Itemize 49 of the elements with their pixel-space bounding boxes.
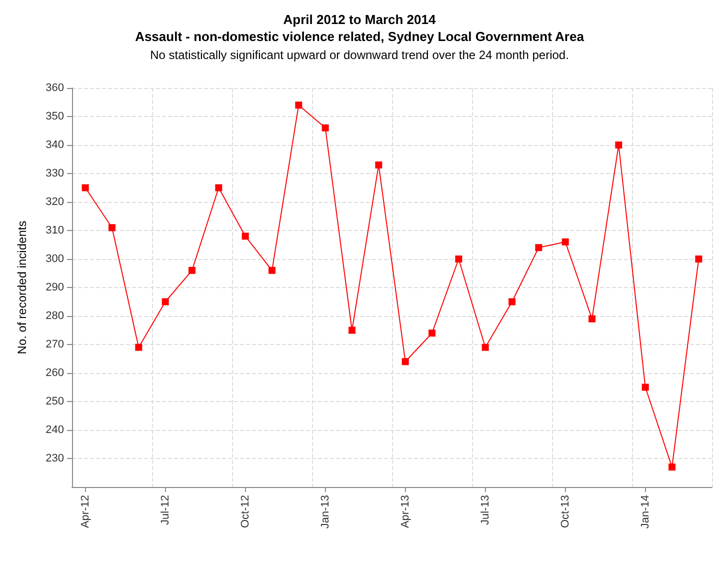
- x-tick-label: Oct-13: [559, 495, 572, 528]
- point: [588, 315, 596, 322]
- point: [295, 102, 302, 109]
- point: [242, 232, 249, 240]
- point: [402, 358, 409, 366]
- y-tick-label: 290: [46, 282, 64, 294]
- point: [615, 142, 622, 148]
- point: [322, 124, 329, 132]
- point: [135, 344, 142, 351]
- point: [455, 256, 462, 262]
- y-tick-label: 350: [46, 110, 64, 122]
- point: [215, 184, 222, 192]
- y-tick-label: 280: [46, 310, 64, 322]
- chart-title: April 2012 to March 2014 Assault - non-domestic violence related, Sydney Local Government Area: [135, 12, 585, 44]
- y-tick-label: 360: [46, 82, 64, 94]
- y-tick-label: 270: [46, 338, 64, 350]
- point: [695, 256, 702, 262]
- x-tick-label: Jan-13: [319, 495, 332, 529]
- x-tick-label: Jul-12: [159, 495, 172, 525]
- x-tick-label: Apr-12: [79, 495, 92, 528]
- y-tick-label: 330: [46, 168, 64, 180]
- point: [82, 184, 89, 192]
- y-axis-title: No. of recorded incidents: [15, 220, 29, 354]
- point: [482, 344, 489, 351]
- point: [188, 266, 196, 274]
- point: [268, 266, 276, 274]
- point: [668, 464, 676, 471]
- y-tick-label: 300: [46, 253, 64, 265]
- x-tick-label: Oct-12: [239, 495, 252, 528]
- point: [348, 326, 356, 334]
- chart-subtitle: No statistically significant upward or downward trend over the 24 month period.: [150, 48, 569, 62]
- x-tick-label: Jan-14: [639, 495, 652, 529]
- point: [562, 238, 569, 246]
- y-tick-label: 250: [46, 396, 64, 408]
- point: [535, 244, 542, 252]
- point: [108, 224, 116, 232]
- y-tick-label: 320: [46, 196, 64, 208]
- point: [375, 161, 382, 168]
- point: [642, 384, 649, 391]
- y-tick-label: 310: [46, 224, 64, 236]
- point: [428, 330, 436, 337]
- x-tick-label: Apr-13: [399, 495, 412, 528]
- y-tick-label: 230: [46, 452, 64, 464]
- point: [508, 298, 516, 306]
- x-tick-label: Jul-13: [479, 495, 492, 525]
- y-tick-label: 260: [46, 367, 64, 379]
- y-tick-label: 240: [46, 424, 64, 436]
- point: [162, 298, 169, 306]
- y-tick-label: 340: [46, 139, 64, 151]
